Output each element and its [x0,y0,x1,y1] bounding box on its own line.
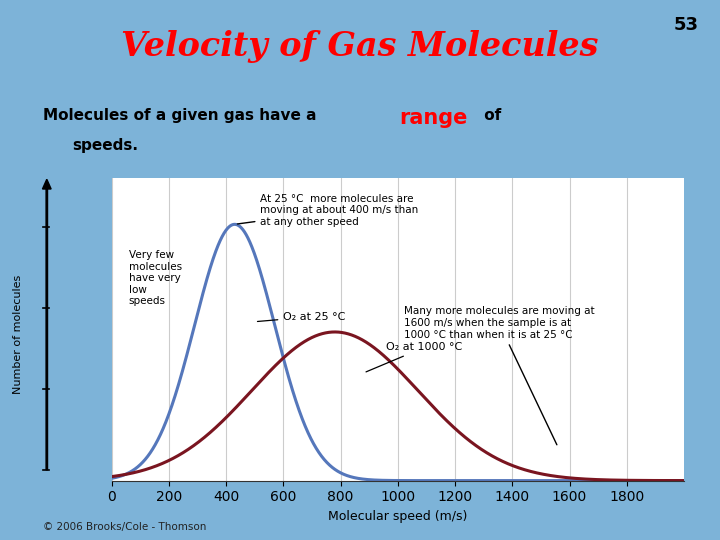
Text: of: of [479,108,501,123]
X-axis label: Molecular speed (m/s): Molecular speed (m/s) [328,510,467,523]
Text: speeds.: speeds. [72,138,138,153]
Text: © 2006 Brooks/Cole - Thomson: © 2006 Brooks/Cole - Thomson [43,522,207,532]
Text: At 25 °C  more molecules are
moving at about 400 m/s than
at any other speed: At 25 °C more molecules are moving at ab… [238,193,418,227]
Text: Number of molecules: Number of molecules [13,275,23,394]
Text: 53: 53 [673,16,698,34]
Text: Velocity of Gas Molecules: Velocity of Gas Molecules [121,30,599,63]
Text: range: range [400,108,468,128]
Text: O₂ at 1000 °C: O₂ at 1000 °C [366,342,463,372]
Text: Many more molecules are moving at
1600 m/s when the sample is at
1000 °C than wh: Many more molecules are moving at 1600 m… [403,306,594,445]
Text: Very few
molecules
have very
low
speeds: Very few molecules have very low speeds [129,250,182,306]
Text: O₂ at 25 °C: O₂ at 25 °C [258,312,346,322]
Text: Molecules of a given gas have a: Molecules of a given gas have a [43,108,322,123]
